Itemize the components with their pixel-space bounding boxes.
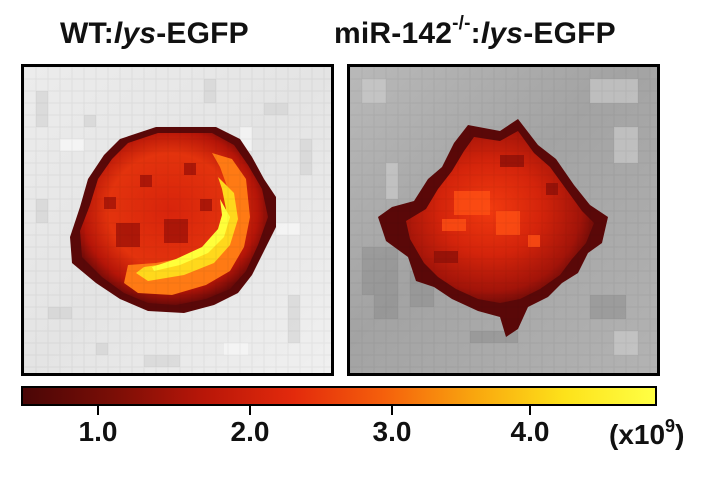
colorbar-tick <box>529 406 531 415</box>
colorbar-tick <box>391 406 393 415</box>
colorbar-tick <box>97 406 99 415</box>
colorbar <box>21 386 657 406</box>
colorbar-tick <box>249 406 251 415</box>
fluorescence-image-mir142-mutant <box>347 64 660 376</box>
fluorescence-heatmap-wt <box>24 67 331 373</box>
colorbar-unit-label: (x109) <box>609 415 685 450</box>
fluorescence-heatmap-mir142-mutant <box>350 67 657 373</box>
fluorescence-image-wt <box>21 64 334 376</box>
panel-title-wt: WT:lys-EGFP <box>60 17 249 50</box>
colorbar-tick-label: 2.0 <box>230 416 270 447</box>
colorbar-tick-label: 1.0 <box>78 416 118 447</box>
panel-title-mir142-mutant: miR-142-/-:lys-EGFP <box>334 13 616 50</box>
colorbar-tick-label: 4.0 <box>510 416 550 447</box>
colorbar-tick-label: 3.0 <box>372 416 412 447</box>
